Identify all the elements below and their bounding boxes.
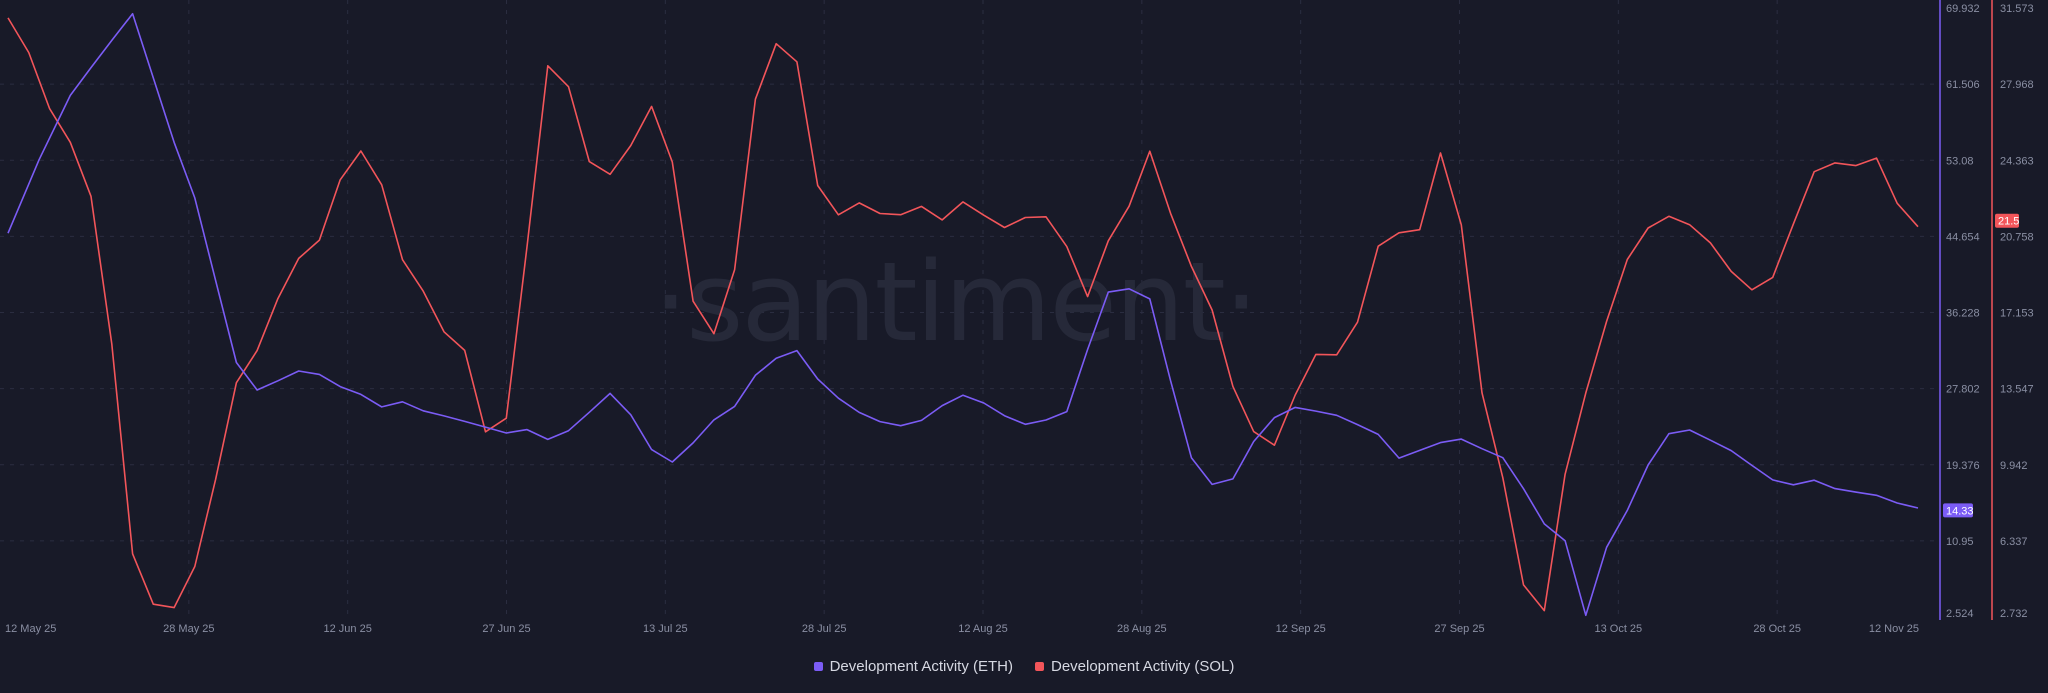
- legend-item-eth[interactable]: Development Activity (ETH): [813, 658, 1013, 675]
- last-value-text: 14.33: [1946, 505, 1974, 517]
- date-tick-label: 13 Oct 25: [1594, 623, 1642, 635]
- sol-swatch-icon: [1034, 662, 1044, 671]
- legend-eth-label: Development Activity (ETH): [829, 658, 1013, 675]
- sol-axis-ticks: 31.573 27.968 24.363 20.758 17.153 13.547 9.94…: [2000, 3, 2034, 620]
- sol-last-value-badge: 21.5: [1995, 213, 2019, 228]
- eth-axis-tick-label: 36.228: [1946, 308, 1980, 320]
- date-tick-label: 12 Sep 25: [1276, 623, 1326, 635]
- eth-axis-tick-label: 27.802: [1946, 384, 1980, 396]
- sol-axis-tick-label: 2.732: [2000, 608, 2028, 620]
- date-tick-label: 12 May 25: [5, 623, 56, 635]
- eth-axis-tick-label: 61.506: [1946, 79, 1980, 91]
- santiment-watermark: ·santiment·: [653, 238, 1257, 366]
- eth-axis-tick-label: 10.95: [1946, 536, 1974, 548]
- sol-axis-tick-label: 24.363: [2000, 155, 2034, 167]
- gridlines: [0, 0, 1940, 620]
- date-tick-label: 12 Aug 25: [958, 623, 1008, 635]
- eth-axis-tick-label: 2.524: [1946, 608, 1974, 620]
- eth-axis-tick-label: 44.654: [1946, 231, 1980, 243]
- series-layer: [7, 12, 1919, 617]
- legend-item-sol[interactable]: Development Activity (SOL): [1034, 658, 1235, 675]
- eth-axis-tick-label: 19.376: [1946, 460, 1980, 472]
- sol-series-line[interactable]: [7, 17, 1919, 612]
- date-tick-label: 27 Sep 25: [1434, 623, 1484, 635]
- date-tick-label: 27 Jun 25: [482, 623, 530, 635]
- date-tick-label: 13 Jul 25: [643, 623, 688, 635]
- eth-last-value-badge: 14.33: [1943, 503, 1974, 518]
- eth-swatch-icon: [813, 662, 823, 671]
- sol-axis-tick-label: 6.337: [2000, 536, 2028, 548]
- date-tick-label: 28 Oct 25: [1753, 623, 1801, 635]
- eth-axis-tick-label: 53.08: [1946, 155, 1974, 167]
- sol-axis-tick-label: 17.153: [2000, 308, 2034, 320]
- chart-legend: Development Activity (ETH) Development A…: [0, 658, 2048, 675]
- legend-sol-label: Development Activity (SOL): [1050, 658, 1235, 675]
- eth-axis-tick-label: 69.932: [1946, 3, 1980, 15]
- sol-axis-tick-label: 27.968: [2000, 79, 2034, 91]
- date-tick-label: 12 Nov 25: [1869, 623, 1919, 635]
- eth-series-line[interactable]: [7, 12, 1919, 617]
- date-tick-label: 28 May 25: [163, 623, 214, 635]
- sol-axis-tick-label: 13.547: [2000, 384, 2034, 396]
- date-tick-label: 28 Aug 25: [1117, 623, 1167, 635]
- sol-axis-tick-label: 9.942: [2000, 460, 2028, 472]
- date-axis-ticks: 12 May 25 28 May 25 12 Jun 25 27 Jun 25 13 J…: [5, 623, 1919, 635]
- last-value-text: 21.5: [1998, 216, 2019, 228]
- sol-axis-tick-label: 20.758: [2000, 231, 2034, 243]
- date-tick-label: 12 Jun 25: [324, 623, 372, 635]
- date-tick-label: 28 Jul 25: [802, 623, 847, 635]
- sol-axis-tick-label: 31.573: [2000, 3, 2034, 15]
- eth-axis-ticks: 69.932 61.506 53.08 44.654 36.228 27.802 19.37…: [1946, 3, 1980, 620]
- last-value-badges: 21.5 14.33: [1943, 213, 2019, 518]
